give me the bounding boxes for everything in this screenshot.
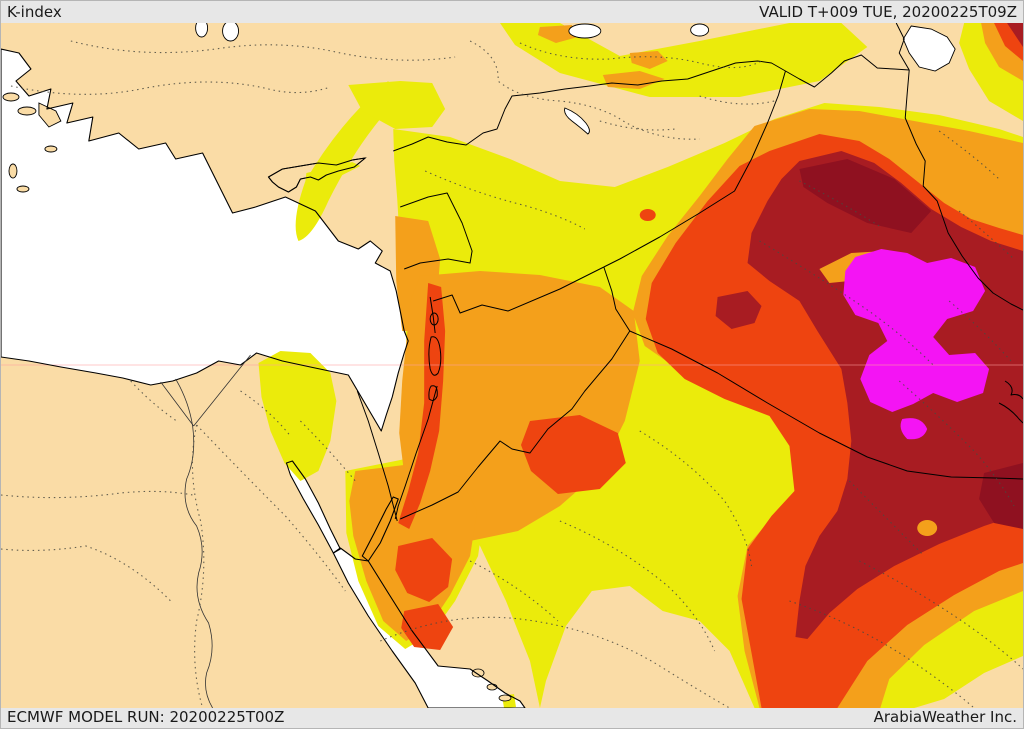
- border-jordan-iraq: [603, 266, 631, 332]
- red-sejordan-blob: [520, 415, 626, 494]
- sea-of-galilee-outline: [429, 312, 439, 326]
- header-bar: K-index VALID T+009 TUE, 20200225T09Z: [1, 1, 1023, 23]
- magenta-main: [843, 249, 990, 412]
- footer-bar: ECMWF MODEL RUN: 20200225T00Z ArabiaWeat…: [1, 706, 1023, 728]
- red-syria-dot: [639, 209, 656, 221]
- maroon-top-band: [799, 159, 932, 233]
- attribution-label: ArabiaWeather Inc.: [873, 708, 1017, 726]
- magenta-small: [900, 418, 928, 440]
- dead-sea-outline: [428, 336, 442, 401]
- nile-river: [160, 354, 251, 708]
- yellow-suez-band: [258, 351, 337, 481]
- border-iraq-saudi: [629, 330, 1023, 480]
- red-nwsaudi-core2: [401, 604, 454, 650]
- islands: [2, 92, 366, 193]
- border-turkey-syria: [393, 60, 786, 152]
- lake-assad: [564, 107, 590, 135]
- border-egypt-israel: [356, 390, 398, 522]
- border-turkey-iran: [895, 23, 910, 71]
- border-turkey-iraq: [785, 54, 910, 88]
- border-syria-iraq: [603, 70, 786, 268]
- contour-level4b-maroon: [799, 159, 1023, 529]
- darkred-west-blob: [715, 291, 762, 329]
- orange-band-core3: [537, 25, 578, 43]
- lake-beysehir: [222, 23, 239, 42]
- dotted-admin-lines: [1, 40, 1023, 708]
- contour-level5-magenta: [843, 249, 990, 440]
- kindex-contour-map: [1, 23, 1023, 708]
- orange-dot-in-darkred: [917, 520, 938, 536]
- yellow-iskenderun: [348, 81, 446, 129]
- orange-band-core2: [629, 51, 668, 69]
- lake-egirdir: [195, 23, 209, 38]
- kuwait-coast: [998, 380, 1023, 424]
- lakes: [195, 23, 956, 135]
- lake-van: [690, 23, 710, 37]
- border-iraq-iran: [904, 69, 1023, 311]
- yellow-turkey-band: [500, 23, 868, 97]
- border-jordan-syria: [433, 266, 605, 314]
- maroon-east-patch: [979, 463, 1023, 529]
- yellow-sea-crescent: [295, 81, 391, 241]
- lake-tuz: [568, 23, 602, 39]
- model-run-label: ECMWF MODEL RUN: 20200225T00Z: [7, 708, 285, 726]
- border-jordan-saudi: [400, 330, 631, 520]
- lake-urmia: [902, 25, 956, 72]
- valid-time-label: VALID T+009 TUE, 20200225T09Z: [759, 3, 1017, 21]
- border-jordan-river-rift: [394, 296, 438, 520]
- yellow-cyprus-fringe: [305, 162, 361, 187]
- country-borders: [356, 23, 1023, 522]
- border-lebanon: [400, 192, 473, 270]
- parameter-title: K-index: [7, 3, 62, 21]
- darkred-ne-corner: [1007, 23, 1023, 47]
- map-canvas: [1, 23, 1023, 708]
- orange-band-core1: [602, 71, 665, 89]
- red-rift-valley: [398, 283, 446, 529]
- red-nwsaudi-core1: [395, 538, 453, 602]
